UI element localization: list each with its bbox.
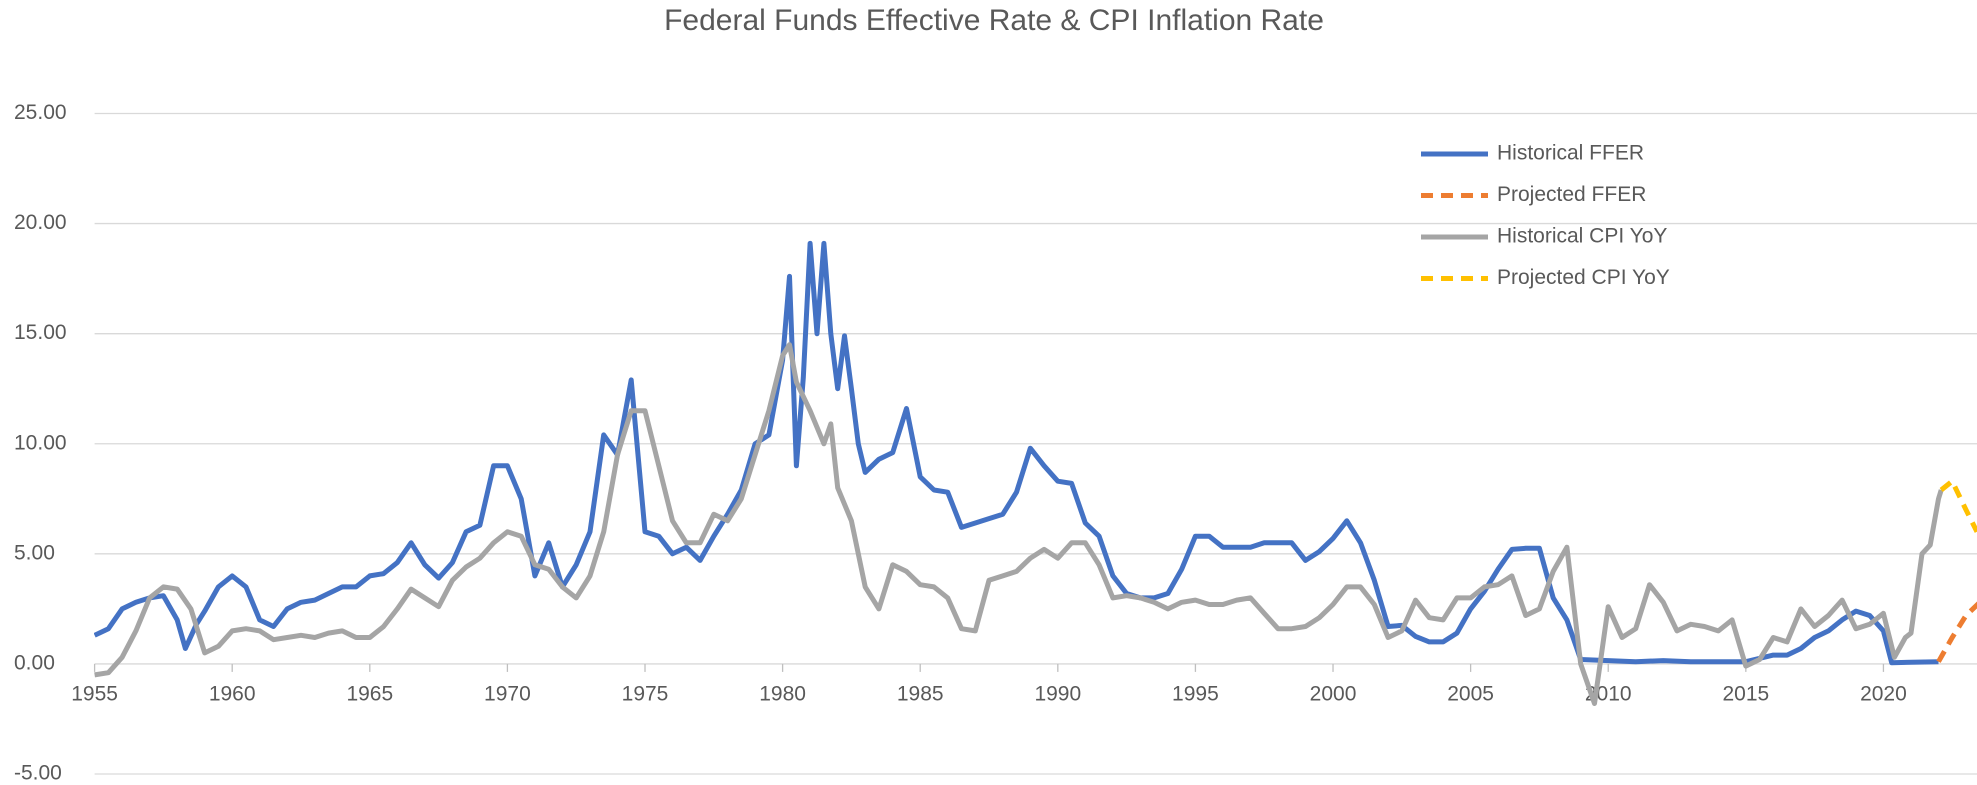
x-tick-label: 1970 [484, 682, 531, 705]
x-tick-label: 1955 [71, 682, 118, 705]
x-tick-label: 2005 [1447, 682, 1494, 705]
x-tick-label: 1990 [1034, 682, 1081, 705]
x-tick-label: 1985 [897, 682, 944, 705]
legend-label: Projected FFER [1497, 183, 1646, 206]
x-tick-label: 2000 [1310, 682, 1357, 705]
x-tick-label: 2015 [1722, 682, 1769, 705]
legend-label: Projected CPI YoY [1497, 266, 1670, 289]
y-tick-label: 15.00 [14, 321, 67, 344]
y-tick-label: -5.00 [14, 762, 62, 785]
series-line [94, 342, 1944, 706]
chart-title: Federal Funds Effective Rate & CPI Infla… [664, 4, 1324, 37]
x-tick-label: 1980 [759, 682, 806, 705]
x-tick-label: 2020 [1860, 682, 1907, 705]
x-tick-label: 1960 [209, 682, 256, 705]
y-tick-label: 20.00 [14, 211, 67, 234]
y-tick-label: 25.00 [14, 101, 67, 124]
legend-label: Historical FFER [1497, 142, 1644, 165]
y-tick-label: 10.00 [14, 431, 67, 454]
series-line [1936, 601, 1977, 663]
y-tick-label: 5.00 [14, 541, 55, 564]
y-tick-label: 0.00 [14, 651, 55, 674]
plot-area [94, 240, 1977, 706]
x-tick-label: 1995 [1172, 682, 1219, 705]
x-tick-label: 1975 [622, 682, 669, 705]
x-tick-label: 1965 [346, 682, 393, 705]
series-line [94, 240, 1939, 666]
series-line [1939, 478, 1977, 533]
legend-label: Historical CPI YoY [1497, 225, 1667, 248]
